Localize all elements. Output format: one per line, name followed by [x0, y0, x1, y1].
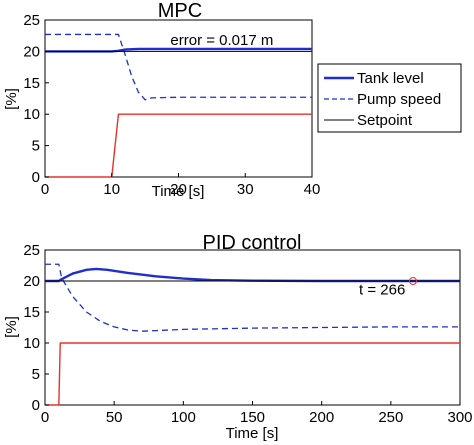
- pid-y-tick-label: 10: [23, 335, 40, 352]
- legend-box: [317, 63, 462, 133]
- legend-label-tank-level: Tank level: [357, 70, 424, 87]
- mpc-y-tick-label: 20: [23, 43, 40, 60]
- pid-time-annotation: t = 266: [359, 282, 405, 299]
- pid-y-tick-label: 5: [32, 366, 40, 383]
- pid-title: PID control: [203, 232, 302, 254]
- mpc-x-tick-label: 40: [304, 181, 321, 198]
- mpc-series-pump-speed: [45, 33, 312, 101]
- pid-time-marker: [408, 277, 417, 285]
- pid-y-axis-label: [%]: [3, 316, 20, 338]
- pid-x-axis-label: Time [s]: [226, 425, 279, 442]
- pid-x-tick-label: 50: [106, 409, 123, 426]
- mpc-series-group: [45, 33, 312, 178]
- pid-x-tick-label: 150: [240, 409, 265, 426]
- pid-y-axis: 0 5 10 15 20 25: [23, 242, 49, 414]
- legend: Tank level Pump speed Setpoint: [317, 63, 462, 133]
- mpc-error-annotation: error = 0.017 m: [170, 32, 273, 49]
- mpc-title: MPC: [158, 0, 202, 22]
- mpc-y-axis: 0 5 10 15 20 25: [23, 12, 49, 186]
- pid-x-axis: 0 50 100 150 200 250 300: [41, 401, 473, 426]
- legend-label-setpoint: Setpoint: [357, 112, 413, 129]
- mpc-y-tick-label: 5: [32, 138, 40, 155]
- mpc-x-tick-label: 30: [237, 181, 254, 198]
- mpc-x-axis: 0 10 20 30 40: [41, 173, 321, 198]
- pid-y-tick-label: 0: [32, 397, 40, 414]
- pid-x-tick-label: 0: [41, 409, 49, 426]
- mpc-y-tick-label: 25: [23, 12, 40, 29]
- mpc-x-tick-label: 20: [170, 181, 187, 198]
- pid-y-tick-label: 15: [23, 304, 40, 321]
- pid-x-tick-label: 250: [378, 409, 403, 426]
- mpc-x-axis-label: Time [s]: [152, 183, 205, 200]
- mpc-y-tick-label: 10: [23, 106, 40, 123]
- pid-series-tank-level: [45, 267, 460, 283]
- mpc-x-tick-label: 10: [103, 181, 120, 198]
- pid-y-tick-label: 25: [23, 242, 40, 259]
- pid-x-tick-label: 300: [447, 409, 472, 426]
- pid-y-tick-label: 20: [23, 273, 40, 290]
- pid-series-input-step: [45, 342, 460, 406]
- legend-label-pump-speed: Pump speed: [357, 91, 441, 108]
- pid-series-group: [45, 263, 460, 406]
- pid-panel: PID control 0 50 100 150 200 250 300 0 5 10 15 20 2…: [3, 232, 473, 442]
- mpc-y-tick-label: 0: [32, 169, 40, 186]
- mpc-y-tick-label: 15: [23, 75, 40, 92]
- pid-x-tick-label: 100: [171, 409, 196, 426]
- mpc-series-input-step: [45, 113, 312, 178]
- mpc-panel: MPC 0 10 20 30 40 0 5 10 15 20 25 Time [s] [%] er…: [3, 0, 462, 200]
- pid-x-tick-label: 200: [309, 409, 334, 426]
- pid-series-pump-speed: [45, 263, 460, 332]
- mpc-x-tick-label: 0: [41, 181, 49, 198]
- mpc-y-axis-label: [%]: [3, 88, 20, 110]
